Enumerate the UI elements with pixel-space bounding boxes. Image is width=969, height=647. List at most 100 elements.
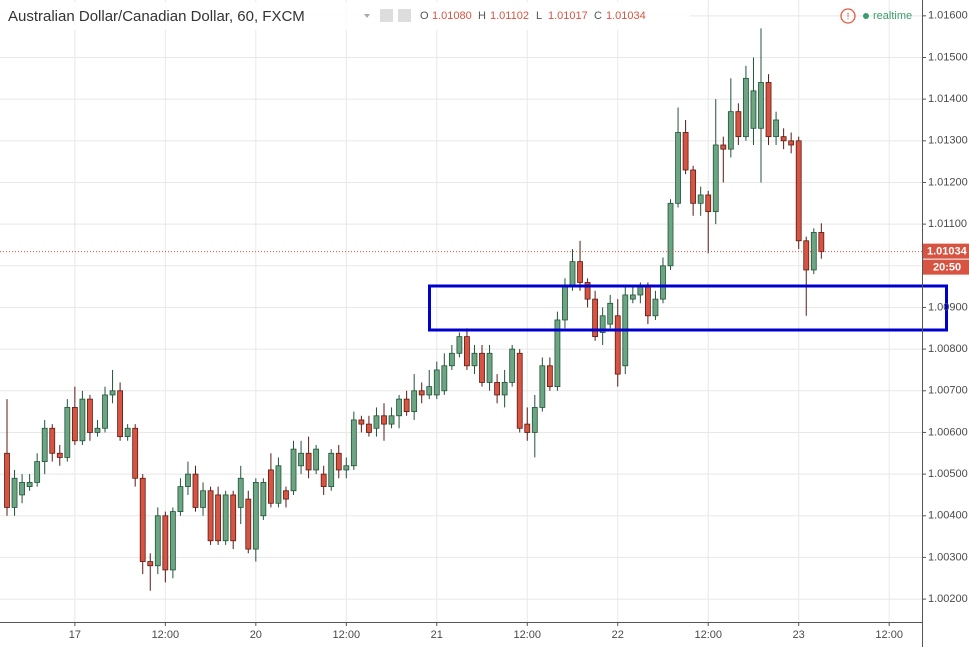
candle-body — [335, 452, 342, 471]
candle-body — [192, 473, 199, 508]
candle-body — [524, 423, 531, 433]
candle-body — [252, 482, 259, 550]
candle-body — [290, 448, 297, 492]
candle-body — [305, 452, 312, 471]
candle-body — [637, 286, 644, 296]
x-tick-label: 12:00 — [875, 629, 903, 641]
candle-body — [577, 261, 583, 283]
candle-body — [154, 515, 161, 567]
ohlc-value: 1.01080 — [432, 10, 472, 22]
candle-body — [727, 111, 734, 150]
candle-body — [795, 140, 802, 242]
chart-title: Australian Dollar/Canadian Dollar, 60, F… — [8, 8, 305, 25]
candle-body — [388, 415, 395, 425]
alert-icon[interactable] — [840, 8, 856, 24]
alert-mark: ! — [847, 12, 850, 23]
y-tick-label: 1.00600 — [928, 426, 968, 438]
candle-body — [629, 294, 636, 300]
candle-body — [712, 144, 719, 213]
y-tick-label: 1.00900 — [928, 301, 968, 313]
candle-body — [245, 498, 252, 550]
candle-body — [328, 452, 335, 488]
candle-body — [11, 477, 18, 508]
x-tick-label: 23 — [793, 629, 805, 641]
candle-body — [441, 365, 448, 392]
candle-body — [230, 494, 237, 542]
dropdown[interactable] — [364, 14, 370, 18]
countdown-bg — [923, 259, 969, 275]
candle-body — [147, 561, 154, 567]
candle-body — [94, 427, 101, 433]
candle-body — [124, 427, 131, 438]
candle-body — [516, 352, 523, 429]
candle-body — [743, 77, 749, 138]
y-tick-label: 1.00500 — [928, 468, 968, 480]
candle-body — [486, 352, 493, 383]
candle-body — [501, 382, 508, 396]
candle-body — [780, 136, 787, 142]
y-tick-label: 1.01200 — [928, 176, 968, 188]
candle-body — [237, 477, 244, 508]
candle-body — [456, 336, 463, 354]
icon-button[interactable] — [398, 9, 411, 22]
y-tick-label: 1.00800 — [928, 343, 968, 355]
candle-body — [366, 423, 372, 433]
candle-body — [222, 494, 229, 542]
candle-body — [71, 407, 78, 442]
candle-body — [411, 390, 418, 413]
candle-body — [569, 261, 576, 288]
ohlc-value: 1.01102 — [490, 10, 529, 22]
candle-body — [735, 111, 742, 138]
x-tick-label: 22 — [612, 629, 624, 641]
price-label-bg — [923, 243, 969, 259]
candle-body — [803, 240, 810, 271]
ohlc-value: 1.01017 — [548, 10, 588, 22]
candle-body — [584, 282, 591, 300]
candle-body — [139, 477, 146, 562]
candle-body — [773, 119, 779, 138]
y-tick-label: 1.00200 — [928, 593, 968, 605]
candle-body — [592, 298, 599, 338]
y-tick-label: 1.00400 — [928, 510, 968, 522]
candle-body — [750, 90, 757, 129]
candle-body — [109, 390, 116, 396]
header-bg — [0, 2, 690, 30]
candle-body — [765, 82, 772, 138]
candle-body — [705, 194, 712, 213]
candle-body — [162, 515, 169, 571]
candle-body — [546, 365, 553, 388]
candle-body — [426, 386, 433, 396]
status-dot — [863, 13, 869, 19]
candle-body — [531, 407, 538, 433]
icon-button[interactable] — [380, 9, 393, 22]
candle-body — [34, 461, 41, 483]
candle-body — [373, 415, 380, 429]
y-tick-label: 1.00300 — [928, 551, 968, 563]
candle-body — [381, 415, 387, 425]
candle-body — [19, 482, 25, 496]
candle-body — [645, 286, 651, 317]
candle-body — [313, 448, 320, 471]
x-tick-label: 12:00 — [152, 629, 180, 641]
x-tick-label: 12:00 — [694, 629, 722, 641]
ohlc-key: H — [478, 10, 486, 22]
y-tick-label: 1.01500 — [928, 51, 968, 63]
candle-body — [26, 482, 33, 488]
candle-body — [539, 365, 546, 408]
candle-body — [479, 352, 485, 383]
ohlc-value: 1.01034 — [606, 10, 646, 22]
candle-body — [660, 265, 666, 300]
candle-body — [267, 469, 274, 504]
candle-body — [64, 407, 71, 458]
candle-body — [697, 194, 704, 204]
ohlc-key: C — [594, 10, 602, 22]
ohlc-key: O — [420, 10, 429, 22]
candle-body — [298, 452, 304, 467]
candle-body — [350, 419, 357, 467]
candle-body — [788, 140, 795, 146]
candle-body — [4, 452, 10, 508]
y-tick-label: 1.01100 — [928, 218, 967, 230]
price-label: 1.01034 — [927, 246, 968, 258]
candle-body — [343, 465, 350, 471]
candle-body — [599, 315, 606, 333]
